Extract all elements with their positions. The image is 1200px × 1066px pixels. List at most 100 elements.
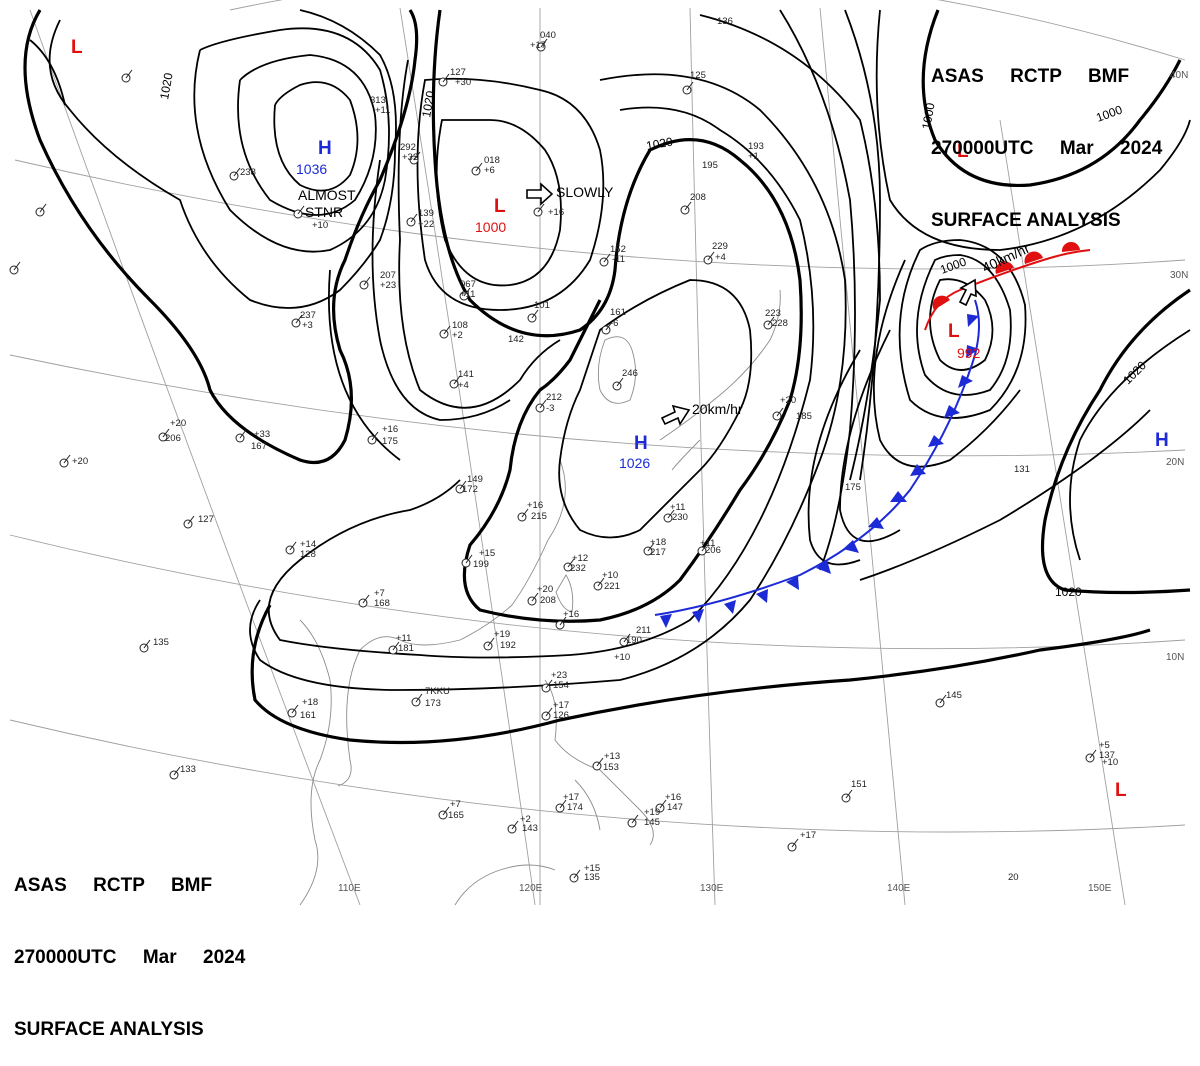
isobar <box>431 9 803 623</box>
station-value: 211 <box>636 625 651 636</box>
wind-barb <box>173 766 181 776</box>
weather-map: 040+17127+30313+11292+32238139+22+10018+… <box>9 0 1191 906</box>
wind-barb <box>659 799 667 809</box>
station-value: 136 <box>717 16 733 27</box>
station-value: +11 <box>670 502 685 513</box>
isobar <box>916 254 1012 396</box>
station-value: 101 <box>534 300 550 311</box>
center-symbol: L <box>71 37 83 58</box>
station-value: 173 <box>425 698 441 709</box>
isobar <box>859 329 1191 581</box>
station-value: 181 <box>398 643 414 654</box>
station-value: +11 <box>375 105 390 116</box>
station-value: +18 <box>650 537 666 548</box>
station-value: 199 <box>473 559 489 570</box>
station-value: 141 <box>458 369 474 380</box>
station-value: +22 <box>418 219 434 230</box>
station-value: 147 <box>667 802 683 813</box>
center-pressure-value: 1036 <box>296 161 327 177</box>
station-value: +19 <box>494 629 510 640</box>
wind-barb <box>442 806 450 816</box>
wind-barb <box>463 287 471 297</box>
wind-barb <box>845 789 853 799</box>
wind-barb <box>453 375 461 385</box>
latitude-label: 20N <box>1166 457 1184 468</box>
cold-front-barb <box>967 314 979 327</box>
station-value: -11 <box>612 254 625 265</box>
wind-barb <box>521 508 529 518</box>
borneo-coast <box>454 864 556 906</box>
station-value: +4 <box>715 252 726 263</box>
center-pressure-value: 992 <box>957 345 981 361</box>
center-movement-note: ALMOST <box>298 187 356 203</box>
station-value: +17 <box>553 700 569 711</box>
wind-barb <box>537 203 545 213</box>
wind-barb <box>707 251 715 261</box>
wind-barb <box>667 509 675 519</box>
wind-barb <box>567 558 575 568</box>
cold-front-barb <box>756 589 768 603</box>
isobar <box>921 9 1182 188</box>
header-line-1: ASAS RCTP BMF <box>14 875 213 896</box>
station-value: +7 <box>450 799 461 810</box>
wind-barb <box>545 679 553 689</box>
latitude-label: 40N <box>1170 70 1188 81</box>
header-line-2: 270000UTC Mar 2024 <box>14 947 246 968</box>
wind-barb <box>143 639 151 649</box>
station-value: +3 <box>302 320 313 331</box>
wind-barb <box>13 261 21 271</box>
station-value: +14 <box>300 539 316 550</box>
center-symbol: H <box>1155 430 1169 451</box>
station-value: +18 <box>302 697 318 708</box>
latitude-labels: 40N 30N 20N 10N <box>1166 70 1188 663</box>
station-value: 230 <box>672 512 688 523</box>
station-value: +20 <box>780 395 796 406</box>
map-header-top: ASAS RCTP BMF 270000UTC Mar 2024 SURFACE… <box>931 17 1162 257</box>
header-line-1: ASAS RCTP BMF <box>931 66 1130 87</box>
station-value: 149 <box>467 474 483 485</box>
cold-front-barb <box>958 375 973 388</box>
warm-front-bump <box>932 295 950 310</box>
station-value: +16 <box>527 500 543 511</box>
wind-barb <box>791 838 799 848</box>
wind-barb <box>187 515 195 525</box>
station-value: 127 <box>450 67 466 78</box>
cold-front-barb <box>843 540 859 553</box>
center-symbol: L <box>494 196 506 217</box>
map-header-bottom: ASAS RCTP BMF 270000UTC Mar 2024 SURFACE… <box>14 826 245 1066</box>
station-value: 229 <box>712 241 728 252</box>
longitude-label: 120E <box>519 883 543 894</box>
station-value: 067 <box>460 279 476 290</box>
longitude-label: 110E <box>338 883 361 894</box>
station-value: -6 <box>610 318 618 329</box>
isobar <box>328 269 401 461</box>
station-value: 192 <box>500 640 516 651</box>
isobar <box>844 9 881 481</box>
wind-barb <box>939 694 947 704</box>
movement-arrow-icon <box>526 182 554 206</box>
warm-front-bump <box>1024 251 1043 264</box>
wind-barb <box>289 541 297 551</box>
center-pressure-value: 1026 <box>619 455 650 471</box>
station-value: 190 <box>626 635 642 646</box>
station-value: 208 <box>540 595 556 606</box>
isobar <box>898 239 1027 419</box>
station-value: 228 <box>772 318 788 329</box>
station-value: 206 <box>705 545 721 556</box>
meridian-line <box>29 9 361 906</box>
station-value: +23 <box>551 670 567 681</box>
header-line-3: SURFACE ANALYSIS <box>931 210 1121 231</box>
station-value: -3 <box>546 403 554 414</box>
parallel-line <box>9 719 1186 833</box>
movement-arrows <box>526 182 977 426</box>
station-values: 040+17127+30313+11292+32238139+22+10018+… <box>72 16 1118 883</box>
station-value: 208 <box>690 192 706 203</box>
low-pressure-center: L <box>957 141 969 162</box>
wind-barb <box>511 820 519 830</box>
station-value: 292 <box>400 142 416 153</box>
station-value: +17 <box>530 40 546 51</box>
meridian-line <box>399 7 536 906</box>
isobar <box>237 54 377 216</box>
wind-barb <box>295 314 303 324</box>
station-value: 238 <box>240 167 256 178</box>
